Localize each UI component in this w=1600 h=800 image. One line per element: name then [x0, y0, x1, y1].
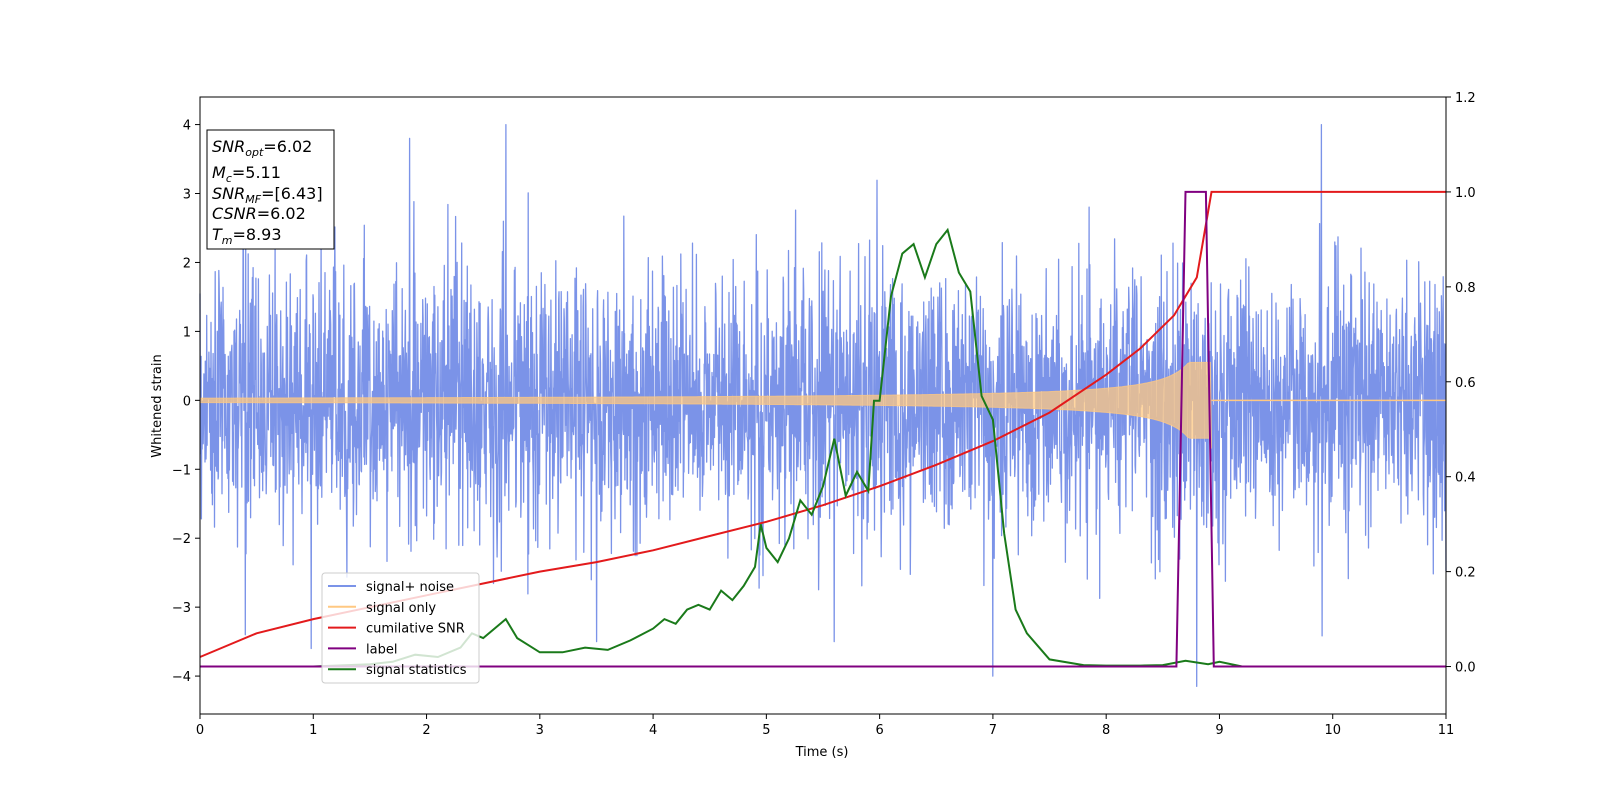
legend-frame — [321, 572, 480, 684]
series-signal-noise — [199, 123, 1447, 688]
x-tick-label: 1 — [309, 723, 317, 738]
legend-entry: signal only — [366, 601, 436, 616]
y-left-tick-label: −4 — [172, 670, 191, 685]
y-right-tick-label: 0.0 — [1455, 661, 1476, 676]
y-right-tick-label: 1.2 — [1455, 91, 1476, 106]
y-left-tick-label: 1 — [183, 325, 191, 340]
y-axis-left: 4 3 2 1 0 −1 −2 −3 −4 — [172, 119, 200, 685]
legend-entry: signal+ noise — [366, 580, 454, 595]
y-left-tick-label: −3 — [172, 601, 191, 616]
y-left-tick-label: 2 — [183, 256, 191, 271]
x-tick-label: 6 — [875, 723, 883, 738]
y-right-tick-label: 0.8 — [1455, 281, 1476, 296]
x-axis: 0 1 2 3 4 5 6 7 8 9 10 11 — [196, 714, 1454, 738]
legend-entry: cumilative SNR — [366, 622, 465, 637]
y-axis-label: Whitened strain — [150, 354, 165, 457]
y-right-tick-label: 1.0 — [1455, 186, 1476, 201]
info-box: SNRopt=6.02 Mc=5.11 SNRMF=[6.43] CSNR=6.… — [206, 129, 335, 250]
y-left-tick-label: −1 — [172, 463, 191, 478]
x-tick-label: 0 — [196, 723, 204, 738]
info-box-frame — [206, 129, 335, 250]
y-right-tick-label: 0.6 — [1455, 376, 1476, 391]
x-tick-label: 5 — [762, 723, 770, 738]
info-tm: Tm=8.93 — [212, 225, 282, 247]
legend-entry: signal statistics — [366, 663, 467, 678]
y-left-tick-label: 4 — [183, 119, 191, 134]
info-snr-mf: SNRMF=[6.43] — [212, 184, 323, 206]
x-tick-label: 7 — [989, 723, 997, 738]
legend-entry: label — [366, 642, 397, 657]
info-snr-opt: SNRopt=6.02 — [212, 137, 312, 159]
y-left-tick-label: 3 — [183, 188, 191, 203]
x-tick-label: 11 — [1438, 723, 1455, 738]
x-tick-label: 2 — [422, 723, 430, 738]
series-signal-statistics — [200, 227, 1446, 668]
x-tick-label: 10 — [1324, 723, 1341, 738]
x-tick-label: 4 — [649, 723, 657, 738]
y-axis-right: 1.2 1.0 0.8 0.6 0.4 0.2 0.0 — [1446, 91, 1476, 676]
x-tick-label: 3 — [536, 723, 544, 738]
x-tick-label: 9 — [1215, 723, 1223, 738]
series-label — [200, 190, 1446, 668]
y-right-tick-label: 0.4 — [1455, 471, 1476, 486]
plot-frame — [199, 96, 1447, 715]
x-tick-label: 8 — [1102, 723, 1110, 738]
y-left-tick-label: 0 — [183, 394, 191, 409]
x-axis-label: Time (s) — [795, 745, 849, 760]
info-csnr: CSNR=6.02 — [212, 204, 306, 223]
y-right-tick-label: 0.2 — [1455, 566, 1476, 581]
info-mc: Mc=5.11 — [212, 163, 281, 185]
legend: signal+ noise signal only cumilative SNR la… — [321, 572, 480, 684]
y-left-tick-label: −2 — [172, 532, 191, 547]
